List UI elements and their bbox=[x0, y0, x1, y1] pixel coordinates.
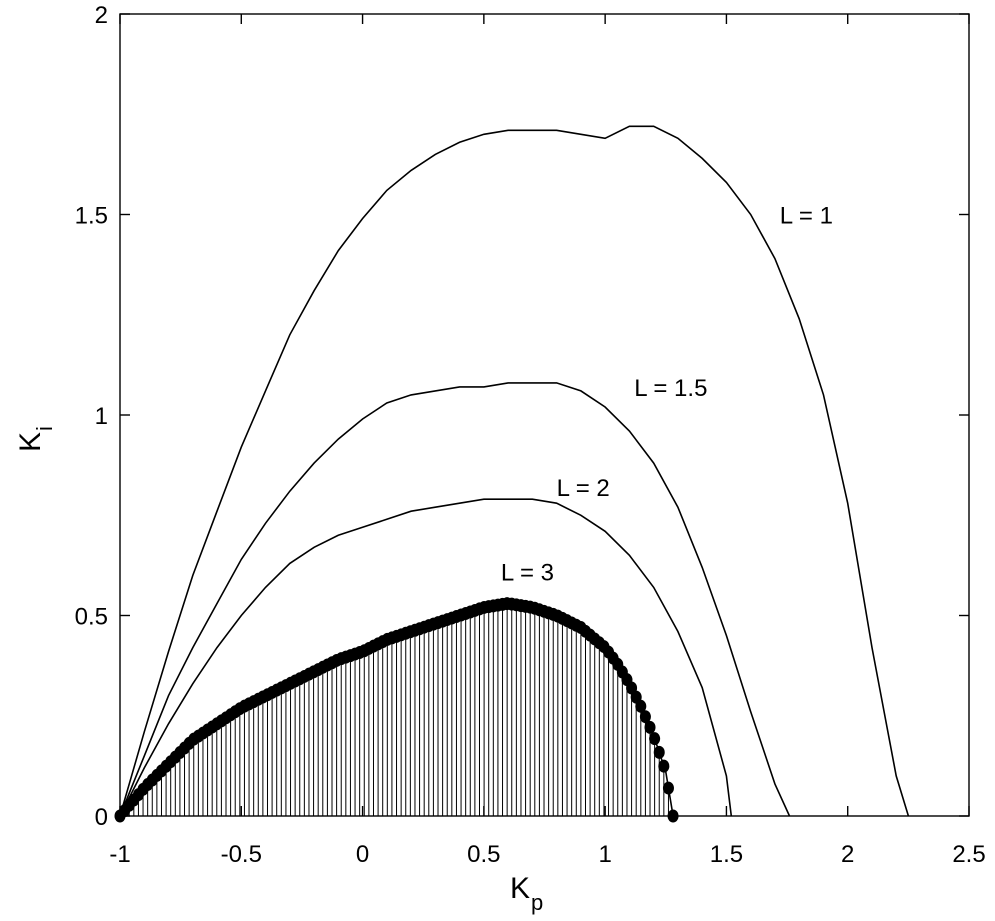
x-tick-label: 2.5 bbox=[952, 841, 985, 868]
y-axis-label-group: K i bbox=[14, 426, 57, 452]
y-tick-label: 0 bbox=[95, 804, 108, 831]
series-line-l-1 bbox=[119, 125, 910, 817]
series-label-l-1: L = 1 bbox=[780, 203, 833, 230]
marker-l-3 bbox=[653, 745, 665, 759]
marker-l-3 bbox=[658, 759, 670, 773]
x-axis-label-sub: p bbox=[531, 890, 543, 915]
x-tick-label: 1 bbox=[598, 841, 611, 868]
marker-l-3 bbox=[662, 781, 674, 795]
marker-l-3 bbox=[635, 699, 647, 713]
series-label-l-3: L = 3 bbox=[501, 559, 554, 586]
marker-l-3 bbox=[649, 732, 661, 746]
y-axis-label-sub: i bbox=[32, 426, 57, 431]
x-tick-label: 0 bbox=[356, 841, 369, 868]
x-tick-label: -0.5 bbox=[221, 841, 262, 868]
series-line-l-2 bbox=[119, 498, 733, 817]
y-tick-label: 2 bbox=[95, 2, 108, 29]
tick-label-group: -1 -0.5 0 0.5 1 1.5 2 2.5 0 0.5 1 1.5 2 bbox=[75, 2, 986, 868]
x-tick-label: 2 bbox=[841, 841, 854, 868]
x-tick-label: 1.5 bbox=[710, 841, 743, 868]
series-label-l-1-5: L = 1.5 bbox=[634, 375, 707, 402]
y-tick-label: 0.5 bbox=[75, 604, 108, 631]
series-line-l-1-5 bbox=[119, 382, 791, 817]
y-axis-label: K bbox=[14, 432, 47, 452]
x-tick-label: 0.5 bbox=[467, 841, 500, 868]
marker-l-3 bbox=[644, 720, 656, 734]
marker-l-3 bbox=[639, 710, 651, 724]
series-label-l-2: L = 2 bbox=[557, 475, 610, 502]
curve-label-group: L = 1 L = 1.5 L = 2 L = 3 bbox=[501, 203, 833, 587]
x-tick-label: -1 bbox=[109, 841, 130, 868]
stem-group bbox=[124, 603, 669, 816]
y-tick-label: 1 bbox=[95, 403, 108, 430]
x-axis-label: K bbox=[510, 872, 530, 905]
y-tick-label: 1.5 bbox=[75, 203, 108, 230]
plot-frame bbox=[119, 13, 970, 817]
